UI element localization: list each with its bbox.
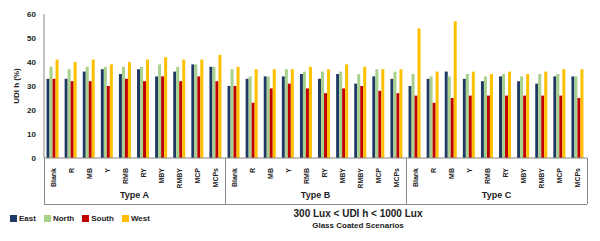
html-text:Type A: Type A (120, 190, 149, 200)
svg-text:RMBY: RMBY (357, 168, 364, 188)
svg-text:MCP: MCP (375, 168, 382, 184)
svg-text:MB: MB (86, 168, 93, 179)
svg-text:RY: RY (502, 168, 509, 178)
html-text:North: North (52, 214, 75, 223)
svg-text:0: 0 (32, 154, 37, 163)
svg-text:RMB: RMB (484, 168, 491, 184)
svg-text:MCPs: MCPs (574, 168, 581, 188)
svg-text:RMBY: RMBY (176, 168, 183, 188)
html-text:Type B: Type B (300, 190, 331, 200)
svg-text:60: 60 (27, 10, 36, 19)
svg-text:MB: MB (448, 168, 455, 179)
svg-text:10: 10 (27, 130, 36, 139)
html-text:300 Lux < UDI h < 1000 Lux: 300 Lux < UDI h < 1000 Lux (293, 208, 423, 219)
svg-text:MCP: MCP (194, 168, 201, 184)
svg-text:Y: Y (466, 168, 473, 173)
svg-text:MCP: MCP (556, 168, 563, 184)
svg-text:20: 20 (27, 106, 36, 115)
html-text:West: West (130, 214, 150, 223)
svg-text:Blank: Blank (231, 168, 238, 187)
svg-text:RY: RY (140, 168, 147, 178)
svg-text:MCPs: MCPs (212, 168, 219, 188)
svg-text:MBY: MBY (339, 168, 346, 184)
svg-text:Blank: Blank (50, 168, 57, 187)
svg-text:MB: MB (267, 168, 274, 179)
svg-text:RMB: RMB (122, 168, 129, 184)
svg-text:RMBY: RMBY (538, 168, 545, 188)
html-text:South: South (91, 214, 114, 223)
svg-text:RY: RY (321, 168, 328, 178)
svg-text:Y: Y (285, 168, 292, 173)
svg-text:R: R (249, 168, 256, 173)
html-text:East: East (19, 214, 36, 223)
svg-text:Y: Y (104, 168, 111, 173)
svg-text:R: R (430, 168, 437, 173)
svg-text:MBY: MBY (158, 168, 165, 184)
svg-text:50: 50 (27, 34, 36, 43)
svg-text:MBY: MBY (520, 168, 527, 184)
svg-text:UDI h (%): UDI h (%) (12, 68, 21, 104)
html-text:Type C: Type C (481, 190, 512, 200)
svg-text:40: 40 (27, 58, 36, 67)
svg-text:30: 30 (27, 82, 36, 91)
svg-text:Blank: Blank (412, 168, 419, 187)
svg-text:RMB: RMB (303, 168, 310, 184)
svg-text:R: R (68, 168, 75, 173)
svg-text:MCPs: MCPs (393, 168, 400, 188)
html-text:Glass Coated Scenarios: Glass Coated Scenarios (312, 221, 404, 230)
